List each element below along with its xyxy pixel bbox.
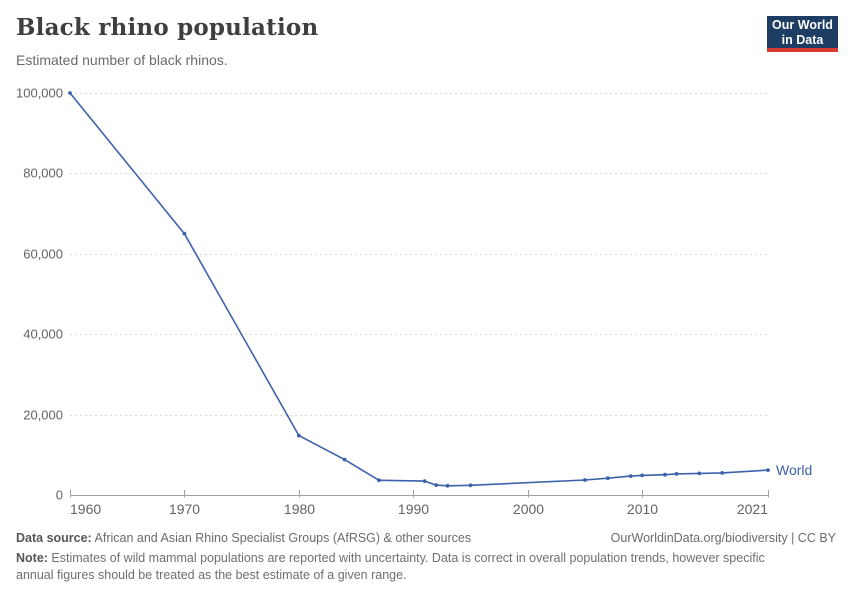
data-point <box>342 457 347 462</box>
x-axis-tick-label: 2021 <box>737 501 768 517</box>
y-axis-tick-label: 40,000 <box>23 327 63 342</box>
data-point <box>468 483 473 488</box>
series-line <box>69 92 769 487</box>
data-point <box>182 231 187 236</box>
x-axis-tick-label: 1980 <box>284 501 315 517</box>
x-axis-tick-label: 2010 <box>627 501 658 517</box>
note-label: Note: <box>16 551 48 565</box>
owid-logo[interactable]: Our World in Data <box>767 16 838 52</box>
data-point <box>445 483 450 488</box>
y-axis-tick-label: 20,000 <box>23 408 63 423</box>
chart-subtitle: Estimated number of black rhinos. <box>16 52 228 68</box>
data-source-label: Data source: <box>16 531 92 545</box>
data-point <box>766 468 770 472</box>
owid-logo-line2: in Data <box>781 33 824 48</box>
data-point <box>583 478 587 482</box>
data-point <box>640 473 644 478</box>
owid-logo-line1: Our World <box>772 18 833 32</box>
data-point <box>697 471 702 476</box>
chart-footer: Data source: African and Asian Rhino Spe… <box>16 531 836 585</box>
y-axis-tick-label: 0 <box>56 488 63 503</box>
y-axis-tick-label: 60,000 <box>23 247 63 262</box>
data-point <box>68 91 72 95</box>
attribution-link[interactable]: OurWorldinData.org/biodiversity | CC BY <box>610 531 836 545</box>
data-source-value: African and Asian Rhino Specialist Group… <box>91 531 472 545</box>
page-title: Black rhino population <box>16 14 319 41</box>
data-point <box>297 433 301 438</box>
data-point <box>605 476 610 481</box>
data-point <box>422 479 427 483</box>
y-axis-tick-label: 100,000 <box>16 86 63 101</box>
data-source: Data source: African and Asian Rhino Spe… <box>16 531 471 545</box>
data-point <box>674 472 679 476</box>
x-axis-tick-label: 2000 <box>513 501 544 517</box>
data-point <box>663 472 667 477</box>
x-axis-tick-label: 1960 <box>70 501 101 517</box>
x-axis-tick-label: 1970 <box>169 501 200 517</box>
data-point <box>434 483 439 487</box>
data-point <box>377 478 381 483</box>
data-point <box>628 474 633 478</box>
y-axis-tick-label: 80,000 <box>23 166 63 181</box>
data-point <box>720 471 725 475</box>
x-axis-tick-label: 1990 <box>398 501 429 517</box>
series-end-label: World <box>776 462 812 478</box>
note-value: Estimates of wild mammal populations are… <box>16 551 765 583</box>
footer-note: Note: Estimates of wild mammal populatio… <box>16 550 794 585</box>
